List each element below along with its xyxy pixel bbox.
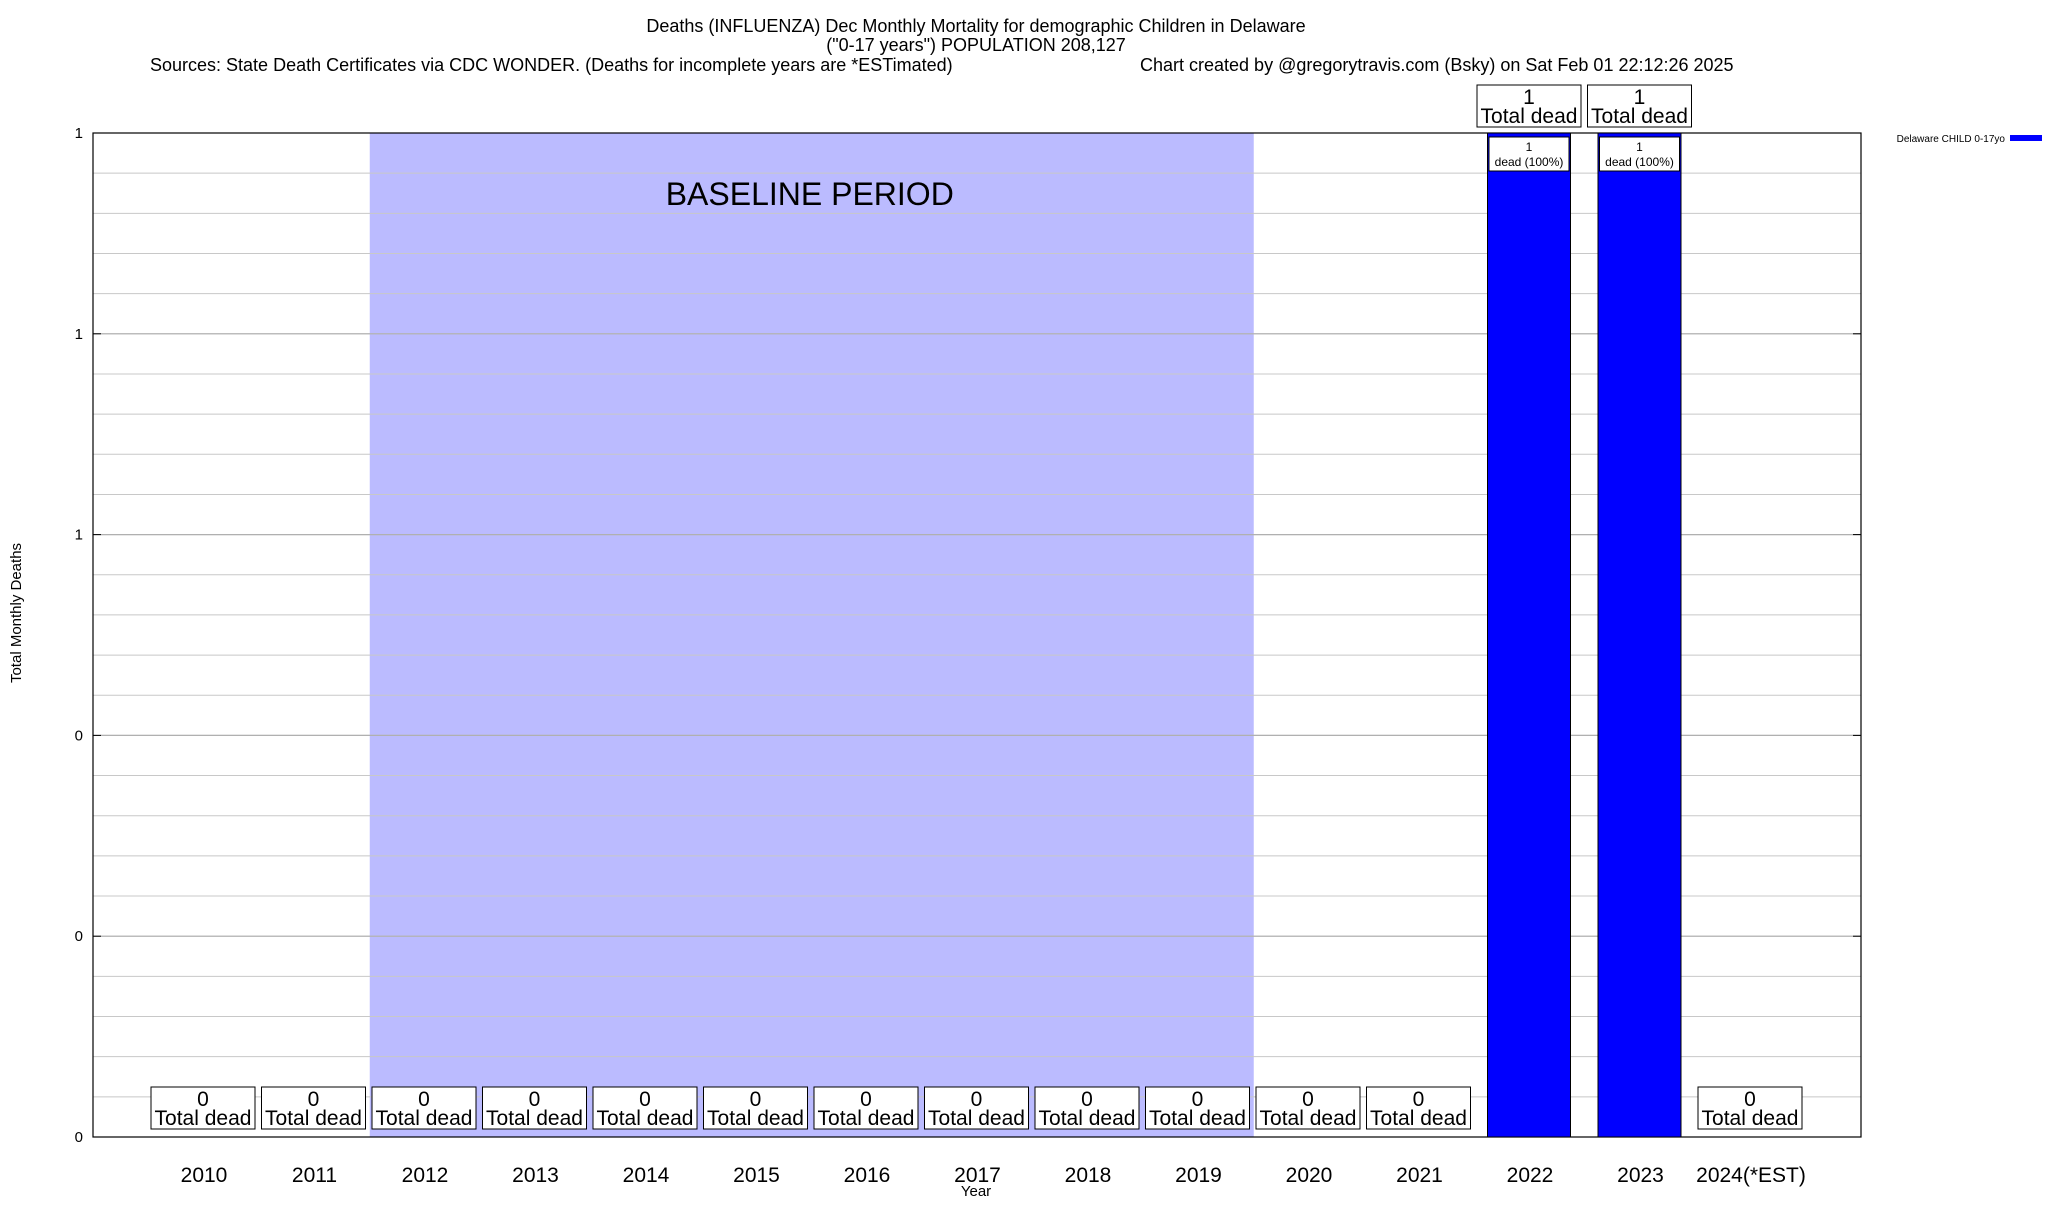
y-tick-label: 1 [75, 326, 83, 343]
legend-label: Delaware CHILD 0-17yo [1897, 134, 2006, 145]
total-dead-label: Total dead [1702, 1107, 1799, 1130]
x-tick-label: 2015 [733, 1164, 780, 1187]
inner-label-value: 1 [1526, 140, 1533, 154]
total-label-box [1587, 84, 1692, 128]
total-dead-label: Total dead [1039, 1107, 1136, 1130]
baseline-period-label: BASELINE PERIOD [666, 176, 954, 212]
x-tick-label: 2011 [292, 1164, 337, 1187]
x-tick-label: 2024(*EST) [1696, 1164, 1806, 1187]
total-value-label: 1 [1634, 86, 1646, 109]
inner-label-box [1599, 136, 1680, 172]
x-tick-label: 2020 [1286, 1164, 1333, 1187]
x-axis-label: Year [961, 1183, 991, 1200]
total-value-label: 0 [418, 1088, 430, 1111]
baseline-period-shading [369, 133, 1254, 1137]
total-value-label: 0 [1302, 1088, 1314, 1111]
y-tick-label: 0 [75, 1129, 83, 1146]
x-tick-label: 2013 [512, 1164, 559, 1187]
total-label-box [1476, 84, 1582, 128]
plot-frame [92, 132, 1862, 1138]
bar-2023 [1597, 132, 1682, 1138]
total-value-label: 0 [860, 1088, 872, 1111]
x-tick-label: 2017 [954, 1164, 1001, 1187]
x-tick-label: 2021 [1396, 1164, 1443, 1187]
inner-label-value: 1 [1636, 140, 1643, 154]
inner-label-text: dead (100%) [1495, 155, 1564, 169]
total-dead-label: Total dead [155, 1107, 252, 1130]
x-tick-label: 2019 [1175, 1164, 1222, 1187]
total-label-box [1697, 1086, 1803, 1130]
legend-swatch [2010, 135, 2042, 141]
total-label-box [371, 1086, 477, 1130]
total-dead-label: Total dead [1481, 105, 1578, 128]
x-tick-label: 2022 [1507, 1164, 1554, 1187]
total-value-label: 0 [197, 1088, 209, 1111]
total-value-label: 0 [639, 1088, 651, 1111]
x-tick-label: 2010 [181, 1164, 228, 1187]
chart-title: Deaths (INFLUENZA) Dec Monthly Mortality… [646, 16, 1305, 36]
total-value-label: 0 [1413, 1088, 1425, 1111]
chart-sources: Sources: State Death Certificates via CD… [150, 55, 953, 75]
total-value-label: 0 [308, 1088, 320, 1111]
y-tick-label: 1 [75, 527, 83, 544]
total-label-box [924, 1086, 1029, 1130]
total-dead-label: Total dead [486, 1107, 583, 1130]
y-tick-label: 0 [75, 928, 83, 945]
total-dead-label: Total dead [597, 1107, 694, 1130]
total-label-box [1034, 1086, 1140, 1130]
total-label-box [1145, 1086, 1250, 1130]
inner-label-text: dead (100%) [1605, 155, 1674, 169]
total-dead-label: Total dead [1370, 1107, 1467, 1130]
x-tick-label: 2018 [1065, 1164, 1112, 1187]
y-tick-label: 1 [75, 125, 83, 142]
total-value-label: 0 [1081, 1088, 1093, 1111]
total-dead-label: Total dead [707, 1107, 804, 1130]
bar-2022 [1487, 132, 1571, 1138]
total-value-label: 1 [1523, 86, 1535, 109]
x-tick-label: 2012 [402, 1164, 449, 1187]
x-tick-label: 2023 [1617, 1164, 1664, 1187]
inner-label-box [1488, 136, 1570, 172]
chart-subtitle: ("0-17 years") POPULATION 208,127 [826, 35, 1126, 55]
total-value-label: 0 [529, 1088, 541, 1111]
total-label-box [813, 1086, 919, 1130]
total-label-box [1366, 1086, 1471, 1130]
y-tick-label: 0 [75, 727, 83, 744]
x-tick-label: 2016 [844, 1164, 891, 1187]
total-value-label: 0 [971, 1088, 983, 1111]
total-dead-label: Total dead [376, 1107, 473, 1130]
total-value-label: 0 [1744, 1088, 1756, 1111]
total-dead-label: Total dead [265, 1107, 362, 1130]
total-label-box [261, 1086, 366, 1130]
x-tick-label: 2014 [623, 1164, 670, 1187]
total-dead-label: Total dead [1149, 1107, 1246, 1130]
total-label-box [703, 1086, 808, 1130]
total-dead-label: Total dead [1591, 105, 1688, 128]
total-dead-label: Total dead [928, 1107, 1025, 1130]
total-label-box [1255, 1086, 1361, 1130]
total-value-label: 0 [1192, 1088, 1204, 1111]
chart-credit: Chart created by @gregorytravis.com (Bsk… [1140, 55, 1734, 75]
total-label-box [482, 1086, 587, 1130]
total-label-box [592, 1086, 698, 1130]
y-axis-label: Total Monthly Deaths [8, 543, 25, 683]
total-dead-label: Total dead [1260, 1107, 1357, 1130]
total-label-box [150, 1086, 256, 1130]
total-dead-label: Total dead [818, 1107, 915, 1130]
total-value-label: 0 [750, 1088, 762, 1111]
